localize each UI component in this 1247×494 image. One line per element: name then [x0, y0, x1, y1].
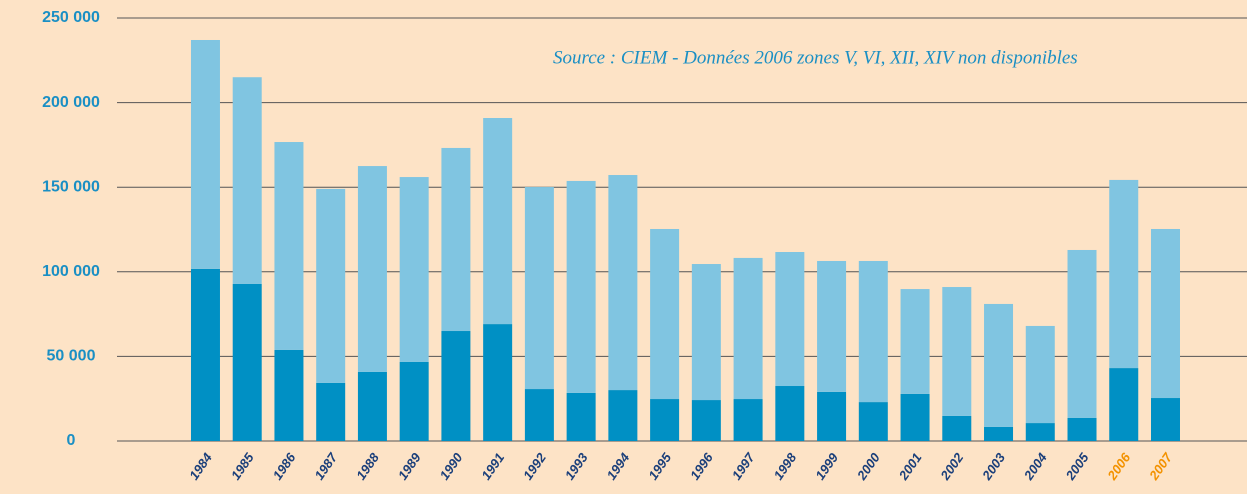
- bar-segment: [733, 257, 763, 400]
- bar-segment: [984, 303, 1014, 427]
- bar-segment: [1150, 398, 1180, 441]
- bar-segment: [1025, 325, 1055, 424]
- bar-segment: [817, 260, 847, 392]
- y-tick-label: 200 000: [42, 94, 100, 111]
- y-tick-label: 0: [67, 432, 76, 449]
- bar-segment: [524, 389, 554, 441]
- bar-segment: [232, 77, 262, 284]
- bar-segment: [650, 228, 680, 400]
- bar-segment: [1109, 368, 1139, 441]
- bar-segment: [1109, 179, 1139, 369]
- bar-segment: [1067, 417, 1097, 441]
- bar-segment: [566, 392, 596, 441]
- bar-segment: [900, 289, 930, 394]
- bar-segment: [483, 324, 513, 441]
- bar-segment: [232, 283, 262, 441]
- bar-segment: [357, 166, 387, 372]
- bar-segment: [190, 39, 220, 269]
- bar-segment: [775, 252, 805, 387]
- bar-segment: [1025, 423, 1055, 441]
- bar-segment: [399, 361, 429, 441]
- bar-segment: [524, 187, 554, 390]
- bar-segment: [1150, 228, 1180, 399]
- bar-segment: [942, 415, 972, 441]
- bar-segment: [691, 264, 721, 401]
- bar-segment: [441, 147, 471, 332]
- bar-segment: [858, 260, 888, 403]
- bar-segment: [817, 391, 847, 441]
- bar-segment: [316, 382, 346, 441]
- bar-segment: [441, 331, 471, 441]
- y-tick-label: 100 000: [42, 263, 100, 280]
- bar-segment: [858, 402, 888, 441]
- bar-segment: [274, 349, 304, 441]
- bar-segment: [650, 399, 680, 441]
- bar-segment: [942, 287, 972, 416]
- bar-segment: [1067, 249, 1097, 418]
- bar-segment: [483, 117, 513, 325]
- bar-segment: [608, 175, 638, 391]
- bar-segment: [566, 180, 596, 393]
- bar-segment: [900, 393, 930, 441]
- bar-segment: [733, 399, 763, 441]
- y-tick-label: 150 000: [42, 178, 100, 195]
- y-tick-label: 50 000: [47, 348, 96, 365]
- bar-segment: [357, 371, 387, 441]
- bar-segment: [691, 400, 721, 441]
- bar-segment: [316, 188, 346, 383]
- bar-segment: [190, 268, 220, 441]
- bar-segment: [608, 390, 638, 441]
- bar-segment: [984, 426, 1014, 441]
- y-tick-label: 250 000: [42, 9, 100, 26]
- annotation: Source : CIEM - Données 2006 zones V, VI…: [553, 47, 1078, 68]
- bar-segment: [274, 142, 304, 350]
- bar-segment: [399, 177, 429, 362]
- bar-segment: [775, 386, 805, 441]
